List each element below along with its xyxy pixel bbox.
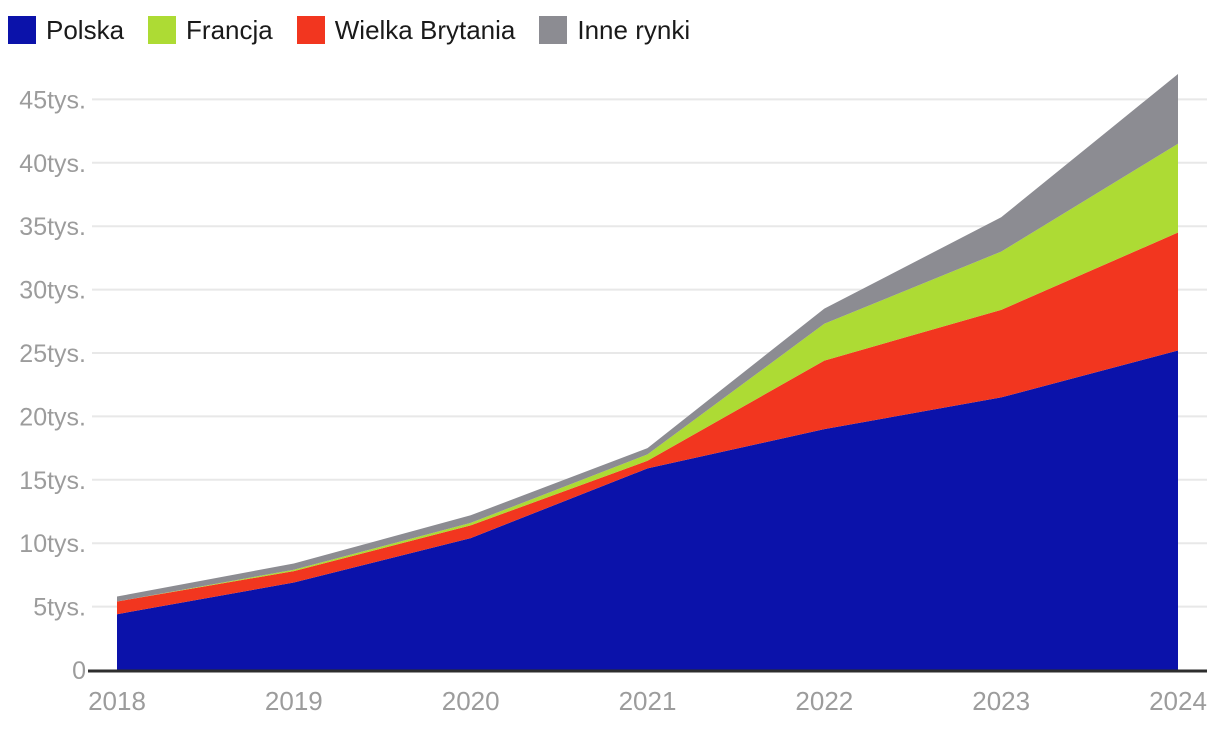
y-tick-label-30: 30tys. bbox=[19, 277, 86, 305]
x-tick-label-2020: 2020 bbox=[442, 686, 500, 716]
legend-label: Inne rynki bbox=[577, 15, 691, 45]
legend-item-wielka-brytania: Wielka Brytania bbox=[296, 15, 516, 45]
legend-item-polska: Polska bbox=[8, 16, 124, 44]
x-tick-label-2023: 2023 bbox=[972, 686, 1030, 716]
x-tick-label-2021: 2021 bbox=[619, 686, 677, 716]
y-tick-label-10: 10tys. bbox=[19, 530, 86, 558]
y-tick-label-40: 40tys. bbox=[19, 150, 86, 178]
y-tick-label-25: 25tys. bbox=[19, 340, 86, 368]
legend-swatch-polska bbox=[8, 16, 36, 44]
legend-label: Wielka Brytania bbox=[334, 15, 516, 45]
legend-item-francja: Francja bbox=[148, 16, 273, 44]
y-tick-label-5: 5tys. bbox=[33, 594, 86, 622]
y-tick-label-0: 0 bbox=[72, 657, 86, 685]
y-tick-label-15: 15tys. bbox=[19, 467, 86, 495]
legend-swatch-francja bbox=[148, 16, 177, 44]
y-tick-label-20: 20tys. bbox=[19, 403, 86, 431]
legend-swatch-wielka-brytania bbox=[296, 16, 325, 44]
x-tick-label-2022: 2022 bbox=[795, 686, 853, 716]
y-tick-label-45: 45tys. bbox=[19, 86, 86, 114]
chart-legend: Polska Francja Wielka Brytania Inne rynki bbox=[8, 16, 690, 44]
area-series-polska bbox=[117, 350, 1178, 670]
legend-label: Polska bbox=[46, 15, 125, 45]
x-tick-label-2024: 2024 bbox=[1149, 686, 1207, 716]
x-tick-label-2018: 2018 bbox=[88, 686, 146, 716]
legend-item-inne-rynki: Inne rynki bbox=[539, 16, 690, 44]
legend-swatch-inne-rynki bbox=[539, 16, 568, 44]
x-tick-label-2019: 2019 bbox=[265, 686, 323, 716]
legend-label: Francja bbox=[186, 15, 273, 45]
y-tick-label-35: 35tys. bbox=[19, 213, 86, 241]
